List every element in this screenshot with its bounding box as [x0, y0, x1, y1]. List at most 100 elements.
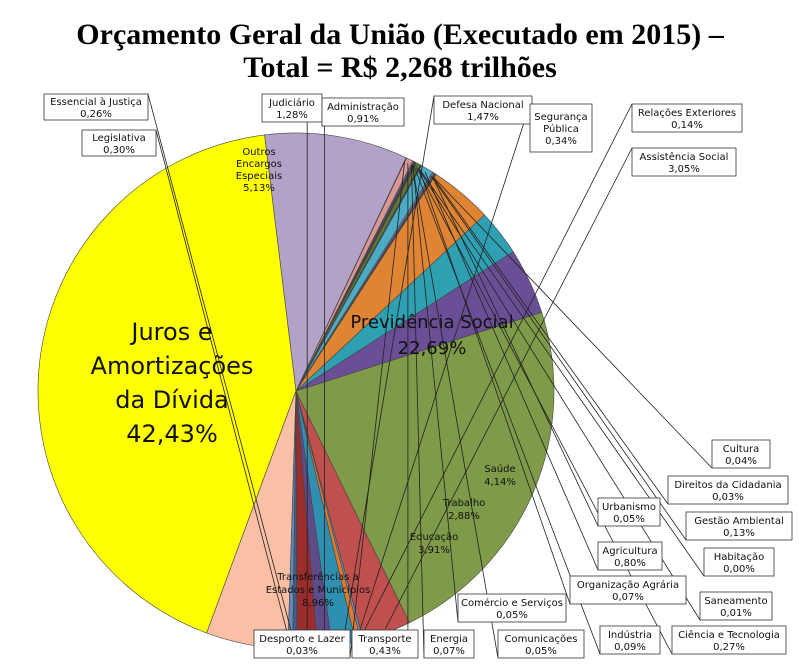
label-text-previdencia-social-0: Previdência Social [350, 312, 513, 333]
label-juros-e-amortizacoes-da-divida: Juros e Amortizações da Dívida 42,43% [91, 318, 254, 448]
label-text-outros-encargos-especiais-3: 5,13% [243, 183, 275, 194]
label-text-gestao-ambiental-1: 0,13% [723, 528, 755, 539]
label-text-comunicacoes-1: 0,05% [525, 646, 557, 657]
label-text-seguranca-publica-2: 0,34% [545, 136, 577, 147]
label-text-transferencias-a-estados-e-municipios-2: 8,96% [302, 598, 334, 609]
label-text-juros-e-amortizacoes-da-divida-2: da Dívida [115, 386, 229, 414]
leader-line-comunicacoes [411, 165, 499, 659]
label-text-comercio-e-servicos-1: 0,05% [496, 610, 528, 621]
label-text-seguranca-publica-0: Segurança [534, 112, 587, 123]
label-text-outros-encargos-especiais-1: Encargos [236, 159, 282, 170]
label-text-essencial-a-justica-1: 0,26% [80, 109, 112, 120]
slice-previdencia-social [295, 311, 555, 624]
label-text-agricultura-0: Agricultura [602, 546, 657, 557]
label-text-transferencias-a-estados-e-municipios-0: Transferências a [276, 571, 358, 583]
label-text-legislativa-1: 0,30% [103, 145, 135, 156]
label-trabalho: Trabalho 2,88% [442, 498, 486, 522]
label-text-juros-e-amortizacoes-da-divida-3: 42,43% [126, 420, 218, 448]
label-text-legislativa-0: Legislativa [92, 133, 146, 144]
leader-line-gestao-ambiental [431, 175, 687, 541]
leader-line-desporto-e-lazer [349, 161, 405, 659]
leader-line-comercio-e-servicos [412, 165, 459, 623]
label-text-direitos-da-cidadania-1: 0,03% [712, 492, 744, 503]
label-previdencia-social: Previdência Social 22,69% [350, 312, 513, 359]
label-text-habitacao-0: Habitação [714, 552, 765, 563]
label-text-judiciario-0: Judiciário [268, 97, 315, 109]
label-text-judiciario-1: 1,28% [276, 110, 308, 121]
label-text-defesa-nacional-1: 1,47% [467, 112, 499, 123]
label-text-outros-encargos-especiais-0: Outros [242, 147, 275, 158]
leader-line-energia [411, 164, 425, 659]
label-text-assistencia-social-0: Assistência Social [640, 151, 729, 163]
label-text-saude-0: Saúde [484, 463, 515, 475]
leader-line-cultura [433, 177, 713, 469]
label-text-saneamento-0: Saneamento [704, 596, 767, 607]
label-text-outros-encargos-especiais-2: Especiais [236, 171, 282, 182]
label-text-habitacao-1: 0,00% [723, 564, 755, 575]
slice-transferencias-a-estados-e-municipios [264, 132, 407, 393]
label-text-transporte-1: 0,43% [369, 646, 401, 657]
leader-line-essencial-a-justica [147, 93, 296, 646]
label-text-educacao-0: Educação [410, 532, 458, 543]
label-text-comunicacoes-0: Comunicações [505, 634, 578, 645]
label-text-defesa-nacional-0: Defesa Nacional [442, 100, 523, 111]
leader-line-defesa-nacional [342, 95, 435, 641]
chart-title-line-1: Orçamento Geral da União (Executado em 2… [76, 18, 724, 51]
label-text-ciencia-e-tecnologia-1: 0,27% [713, 642, 745, 653]
label-text-previdencia-social-1: 22,69% [398, 338, 467, 359]
leader-line-ciencia-e-tecnologia [416, 167, 673, 655]
label-text-trabalho-0: Trabalho [442, 498, 486, 509]
leader-line-legislativa [155, 129, 291, 646]
label-text-agricultura-1: 0,80% [614, 558, 646, 569]
label-text-transporte-0: Transporte [357, 634, 411, 645]
label-text-cultura-0: Cultura [723, 444, 760, 455]
leader-line-relacoes-exteriores [360, 103, 633, 637]
chart-title-line-2: Total = R$ 2,268 trilhões [243, 51, 557, 84]
label-educacao: Educação 3,91% [410, 532, 458, 556]
label-text-cultura-1: 0,04% [725, 456, 757, 467]
label-text-saude-1: 4,14% [484, 477, 516, 488]
label-text-assistencia-social-1: 3,05% [668, 164, 700, 175]
label-text-essencial-a-justica-0: Essencial à Justiça [50, 96, 142, 108]
label-text-urbanismo-1: 0,05% [613, 514, 645, 525]
label-text-energia-1: 0,07% [433, 646, 465, 657]
label-text-urbanismo-0: Urbanismo [602, 502, 656, 513]
label-text-organizacao-agraria-1: 0,07% [612, 592, 644, 603]
leader-line-industria [413, 165, 601, 655]
leader-line-organizacao-agraria [418, 168, 571, 605]
label-text-relacoes-exteriores-0: Relações Exteriores [638, 108, 736, 119]
label-text-administracao-1: 0,91% [347, 114, 379, 125]
label-text-juros-e-amortizacoes-da-divida-0: Juros e [129, 318, 212, 346]
label-text-juros-e-amortizacoes-da-divida-1: Amortizações [91, 352, 254, 380]
leader-line-seguranca-publica [357, 103, 531, 638]
label-text-desporto-e-lazer-0: Desporto e Lazer [259, 634, 345, 645]
label-text-seguranca-publica-1: Pública [543, 123, 579, 135]
label-text-industria-0: Indústria [608, 629, 652, 641]
label-text-energia-0: Energia [430, 634, 468, 645]
label-text-saneamento-1: 0,01% [720, 608, 752, 619]
label-text-industria-1: 0,09% [614, 642, 646, 653]
label-text-ciencia-e-tecnologia-0: Ciência e Tecnologia [678, 629, 780, 641]
